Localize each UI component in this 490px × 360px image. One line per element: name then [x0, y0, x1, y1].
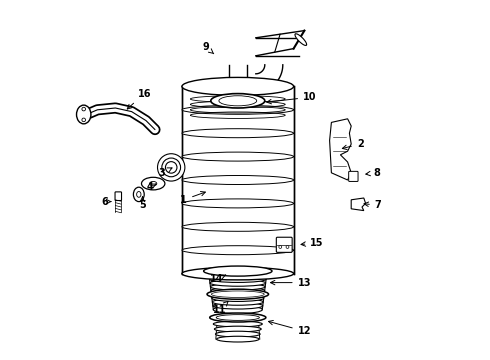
Ellipse shape [182, 199, 294, 208]
Ellipse shape [182, 222, 294, 231]
FancyBboxPatch shape [276, 237, 292, 252]
Text: 12: 12 [269, 320, 311, 336]
Polygon shape [256, 31, 304, 56]
Text: 4: 4 [146, 182, 156, 192]
Ellipse shape [213, 321, 262, 327]
Ellipse shape [210, 284, 265, 290]
Polygon shape [330, 119, 351, 180]
Ellipse shape [133, 187, 144, 202]
Circle shape [82, 118, 86, 122]
Ellipse shape [211, 287, 265, 294]
FancyBboxPatch shape [349, 171, 358, 181]
Ellipse shape [182, 105, 294, 114]
Ellipse shape [210, 313, 266, 322]
Ellipse shape [149, 181, 157, 186]
Ellipse shape [212, 295, 264, 301]
Ellipse shape [182, 82, 294, 91]
Ellipse shape [215, 326, 261, 332]
Ellipse shape [211, 291, 264, 298]
Ellipse shape [142, 177, 165, 190]
Circle shape [279, 246, 282, 248]
Ellipse shape [166, 162, 177, 173]
Ellipse shape [211, 94, 265, 108]
Text: 2: 2 [343, 139, 364, 149]
Ellipse shape [182, 129, 294, 138]
Circle shape [82, 107, 86, 111]
Ellipse shape [182, 175, 294, 184]
Ellipse shape [182, 152, 294, 161]
Ellipse shape [210, 276, 266, 283]
Ellipse shape [216, 315, 259, 320]
Ellipse shape [217, 336, 259, 342]
Bar [182, 86, 294, 274]
Polygon shape [229, 56, 283, 95]
Text: 10: 10 [267, 92, 317, 104]
Text: 11: 11 [213, 301, 228, 315]
Ellipse shape [213, 306, 262, 314]
FancyBboxPatch shape [115, 192, 122, 201]
Ellipse shape [157, 154, 185, 181]
Ellipse shape [209, 271, 267, 279]
Ellipse shape [162, 158, 180, 177]
Polygon shape [351, 198, 366, 211]
Text: 8: 8 [366, 168, 380, 178]
Text: 13: 13 [270, 278, 311, 288]
Text: 14: 14 [209, 274, 226, 284]
Text: 1: 1 [180, 192, 205, 205]
Circle shape [286, 246, 289, 248]
Text: 6: 6 [101, 197, 111, 207]
Ellipse shape [182, 246, 294, 255]
Text: 16: 16 [127, 89, 151, 109]
Ellipse shape [212, 299, 263, 305]
Ellipse shape [137, 192, 141, 197]
Text: 15: 15 [301, 238, 324, 248]
Ellipse shape [204, 266, 272, 276]
Text: 9: 9 [202, 42, 214, 54]
Text: 7: 7 [364, 200, 382, 210]
Ellipse shape [295, 34, 307, 45]
Text: 5: 5 [139, 197, 146, 210]
Ellipse shape [182, 269, 294, 278]
Ellipse shape [182, 77, 294, 95]
Ellipse shape [182, 267, 294, 280]
Ellipse shape [207, 289, 269, 299]
Ellipse shape [210, 280, 266, 286]
Ellipse shape [216, 331, 260, 337]
Ellipse shape [76, 105, 91, 124]
Text: 3: 3 [159, 168, 172, 178]
Ellipse shape [213, 302, 263, 309]
